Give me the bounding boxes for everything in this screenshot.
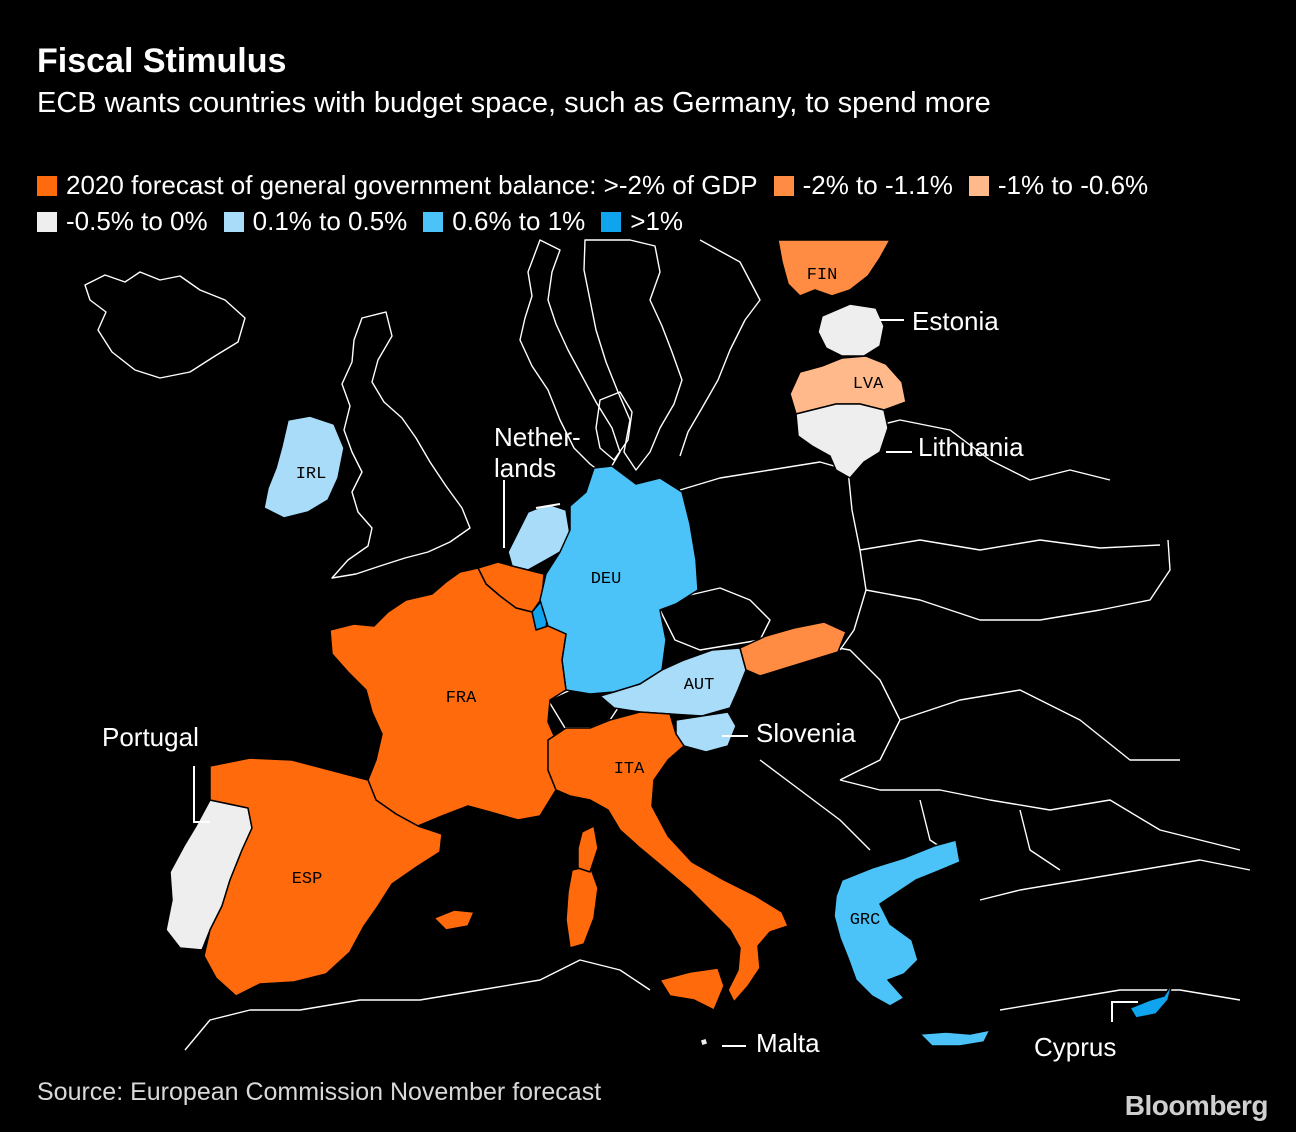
chart-title: Fiscal Stimulus (37, 42, 287, 80)
country-fra (329, 567, 567, 827)
label-malta: Malta (756, 1028, 820, 1058)
label-slovenia: Slovenia (756, 718, 856, 748)
chart-subtitle: ECB wants countries with budget space, s… (37, 87, 991, 119)
legend-label: 0.1% to 0.5% (252, 206, 408, 236)
country-svn (675, 711, 737, 753)
legend-label: -1% to -0.6% (997, 170, 1149, 200)
country-shapes (165, 239, 1173, 1047)
code-aut: AUT (684, 676, 715, 695)
label-lithuania: Lithuania (918, 432, 1024, 462)
code-fra: FRA (446, 689, 477, 708)
legend-row-2: -0.5% to 0% 0.1% to 0.5% 0.6% to 1% >1% (37, 206, 699, 237)
balkan-borders (739, 639, 1241, 871)
legend-item-minus1-to-minus0.6: -1% to -0.6% (968, 170, 1149, 201)
legend-swatch (601, 211, 622, 232)
country-est (817, 303, 885, 357)
great-britain-outline (331, 311, 471, 579)
legend-label: -0.5% to 0% (66, 206, 208, 236)
label-netherlands: Nether-lands (494, 422, 581, 483)
denmark-outline (595, 391, 633, 461)
bloomberg-logo: Bloomberg (1124, 1090, 1269, 1121)
label-cyprus: Cyprus (1034, 1032, 1116, 1062)
code-fin: FIN (807, 266, 838, 285)
callout-portugal (193, 766, 210, 823)
island-corsica (577, 825, 599, 873)
legend-label: 2020 forecast of general government bala… (66, 170, 758, 200)
label-estonia: Estonia (912, 306, 999, 336)
legend-item-minus2-to-minus1.1: -2% to -1.1% (773, 170, 953, 201)
country-codes: FIN LVA IRL DEU AUT FRA ITA ESP GRC (292, 266, 884, 930)
iceland-outline (84, 271, 246, 379)
legend-swatch (37, 211, 57, 232)
legend-label: -2% to -1.1% (802, 170, 953, 200)
island-crete (919, 1029, 991, 1047)
legend-swatch (423, 211, 444, 232)
sweden-coast (679, 239, 761, 457)
legend-item-0.1-to-0.5: 0.1% to 0.5% (223, 206, 408, 237)
legend-item-minus0.5-to-0: -0.5% to 0% (37, 206, 208, 237)
legend-swatch (37, 175, 57, 196)
island-mallorca (433, 909, 475, 931)
eastern-borders (679, 419, 1171, 651)
legend-label: 0.6% to 1% (452, 206, 586, 236)
country-cyp (1129, 983, 1173, 1019)
code-irl: IRL (296, 465, 327, 484)
legend-swatch (773, 175, 794, 196)
country-aut (599, 647, 747, 717)
code-lva: LVA (853, 375, 884, 394)
legend-item-0.6-to-1: 0.6% to 1% (423, 206, 585, 237)
turkey-coast (979, 859, 1251, 1011)
country-irl (263, 415, 345, 519)
country-mlt (699, 1037, 709, 1047)
callout-cyprus (1111, 1001, 1138, 1022)
czech-outline (659, 587, 771, 651)
country-grc (833, 839, 961, 1007)
code-esp: ESP (292, 870, 323, 889)
source-note: Source: European Commission November for… (37, 1078, 602, 1106)
legend-item-gt-1: >1% (601, 206, 683, 237)
africa-coast (184, 959, 651, 1051)
legend-label: >1% (630, 206, 684, 236)
country-callout-labels: Estonia Lithuania Nether-lands Slovenia … (102, 306, 1116, 1062)
country-ltu (795, 403, 889, 479)
code-ita: ITA (614, 760, 645, 779)
country-svk (739, 621, 847, 677)
country-esp (203, 757, 443, 997)
island-sicily (659, 967, 725, 1011)
callout-lines (193, 319, 1138, 1047)
country-ita (547, 711, 789, 1003)
code-deu: DEU (591, 570, 622, 589)
country-nld (507, 503, 571, 571)
legend-row-1: 2020 forecast of general government bala… (37, 170, 1164, 201)
island-sardinia (565, 865, 599, 949)
country-fin (777, 239, 891, 297)
callout-netherlands (503, 480, 561, 548)
legend-swatch (968, 175, 989, 196)
code-grc: GRC (850, 911, 881, 930)
legend-swatch (223, 211, 244, 232)
label-portugal: Portugal (102, 722, 199, 752)
legend-item-gt-minus2: 2020 forecast of general government bala… (37, 170, 758, 201)
